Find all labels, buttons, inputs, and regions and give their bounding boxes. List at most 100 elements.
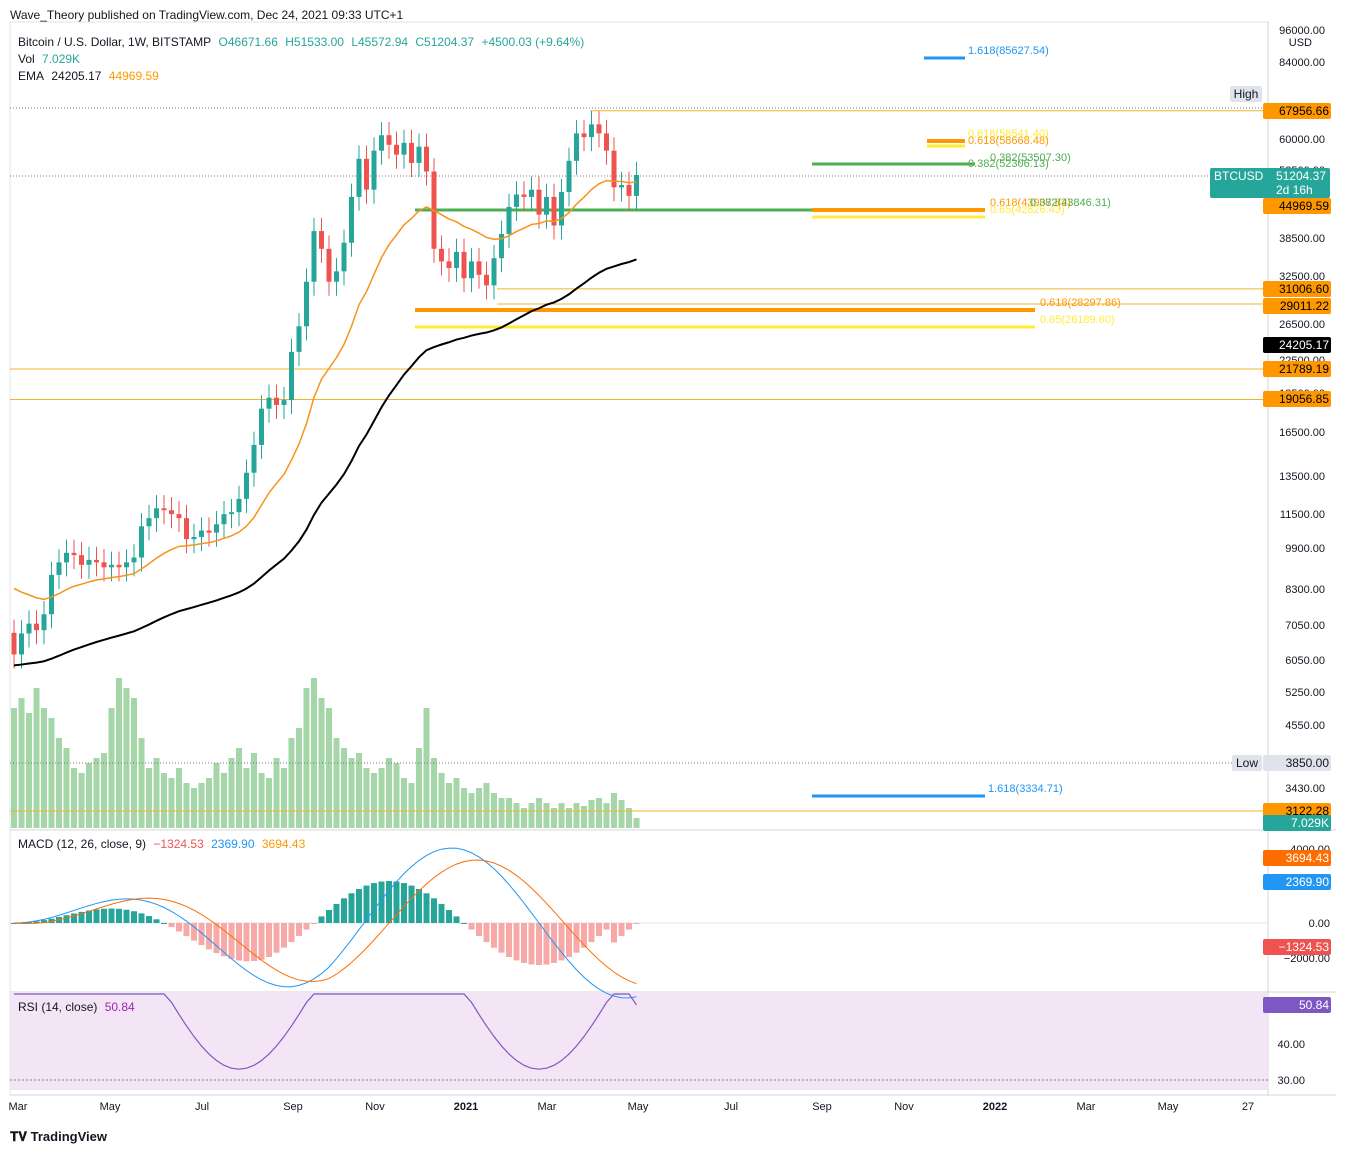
tag-rsi-bg — [1263, 997, 1331, 1013]
volume-bar — [48, 718, 55, 828]
macd-histogram-bar — [633, 923, 640, 924]
candle-body — [514, 194, 519, 207]
macd-histogram-bar — [431, 898, 437, 923]
candle-body — [551, 196, 557, 226]
price-tick-label: 38500.00 — [1279, 233, 1325, 245]
candle-body — [416, 146, 422, 163]
macd-histogram-bar — [371, 883, 377, 923]
time-tick-label: Sep — [283, 1101, 303, 1113]
tradingview-logo[interactable]: 𝐓𝐕 TradingView — [10, 1129, 107, 1144]
macd-histogram-bar — [363, 885, 370, 923]
volume-bar — [408, 783, 415, 828]
candle-body — [109, 564, 114, 568]
tag-31006-bg — [1263, 281, 1331, 297]
volume-bar — [101, 753, 107, 828]
macd-histogram-bar — [131, 911, 137, 923]
time-tick-label: Sep — [812, 1101, 832, 1113]
macd-histogram-bar — [108, 908, 115, 923]
macd-histogram-bar — [416, 889, 422, 923]
ohlc-change: +4500.03 (+9.64%) — [481, 35, 585, 49]
volume-bar — [371, 773, 377, 828]
candle-body — [409, 142, 414, 163]
candle-body — [574, 133, 579, 161]
volume-bar — [266, 778, 272, 828]
candle-body — [544, 196, 549, 215]
macd-histogram-bar — [161, 923, 167, 924]
volume-bar — [63, 748, 70, 828]
volume-bar — [236, 748, 242, 828]
macd-histogram-bar — [48, 918, 55, 923]
rsi-label[interactable]: RSI (14, close) — [18, 1000, 98, 1014]
macd-label[interactable]: MACD (12, 26, close, 9) — [18, 837, 147, 851]
volume-bar — [596, 798, 602, 828]
tag-macd-bg — [1263, 874, 1331, 890]
volume-bar — [116, 678, 122, 828]
symbol-legend: Bitcoin / U.S. Dollar, 1W, BITSTAMP O466… — [18, 35, 588, 49]
rsi-line — [14, 993, 637, 1070]
volume-bar — [363, 768, 370, 828]
ema-fast-line — [13, 179, 637, 601]
candle-body — [439, 248, 444, 262]
symbol-name[interactable]: Bitcoin / U.S. Dollar, 1W, BITSTAMP — [18, 35, 212, 49]
price-tick-label: 9900.00 — [1285, 543, 1325, 555]
macd-histogram-bar — [401, 883, 407, 923]
macd-histogram-bar — [71, 913, 77, 923]
macd-histogram-bar — [573, 923, 580, 953]
fib-label-065-c: 0.65(26189.60) — [1040, 314, 1115, 326]
volume-bar — [221, 773, 227, 828]
candle-body — [341, 242, 347, 272]
candle-body — [266, 397, 272, 409]
volume-bar — [453, 778, 460, 828]
btc-tag-bg — [1210, 168, 1330, 198]
macd-histogram-bar — [266, 923, 272, 957]
candle-body — [364, 158, 369, 190]
volume-bar — [176, 768, 182, 828]
volume-bar — [108, 708, 115, 828]
volume-bar — [506, 798, 512, 828]
ohlc-low: L45572.94 — [351, 35, 409, 49]
candle-body — [26, 623, 32, 634]
candle-body — [356, 158, 362, 197]
ema-label[interactable]: EMA — [18, 69, 45, 83]
macd-histogram-bar — [191, 923, 197, 941]
candle-body — [289, 351, 294, 401]
tag-ema-slow: 24205.17 — [1279, 338, 1329, 352]
macd-histogram-bar — [618, 923, 625, 936]
macd-histogram-bar — [611, 923, 617, 943]
candle-body — [319, 231, 324, 249]
candle-body — [296, 326, 302, 352]
macd-histogram-bar — [446, 910, 452, 923]
tag-21789-bg — [1263, 361, 1331, 377]
macd-histogram-bar — [153, 919, 160, 923]
volume-bar — [318, 698, 325, 828]
macd-histogram-bar — [146, 916, 152, 923]
time-tick-label: May — [1158, 1101, 1179, 1113]
volume-bar — [378, 768, 385, 828]
fib-label-1618-volume: 1.618(3334.71) — [988, 783, 1063, 795]
low-word-bg — [1232, 755, 1262, 771]
candle-body — [11, 632, 17, 655]
volume-bar — [311, 678, 317, 828]
volume-bar — [401, 778, 407, 828]
tag-macd-hist-bg — [1263, 939, 1331, 955]
volume-bar — [513, 803, 520, 828]
macd-histogram-bar — [26, 922, 32, 924]
macd-histogram-bar — [198, 923, 205, 946]
macd-histogram-bar — [326, 910, 332, 923]
volume-label[interactable]: Vol — [18, 52, 35, 66]
tag-low-bg — [1263, 755, 1331, 771]
candle-body — [251, 444, 257, 473]
fib-label-0618-c: 0.618(28297.86) — [1040, 297, 1121, 309]
candle-body — [64, 552, 69, 563]
candle-body — [176, 514, 182, 519]
price-tick-label: 84000.00 — [1279, 57, 1325, 69]
macd-signal-value: 3694.43 — [261, 837, 306, 851]
volume-bar — [566, 808, 572, 828]
publisher-header: Wave_Theory published on TradingView.com… — [10, 8, 404, 22]
candle-body — [221, 514, 227, 525]
rsi-tick-label: 30.00 — [1277, 1075, 1305, 1087]
tag-29011: 29011.22 — [1280, 299, 1329, 313]
candle-body — [19, 633, 24, 655]
macd-histogram-bar — [393, 881, 400, 923]
